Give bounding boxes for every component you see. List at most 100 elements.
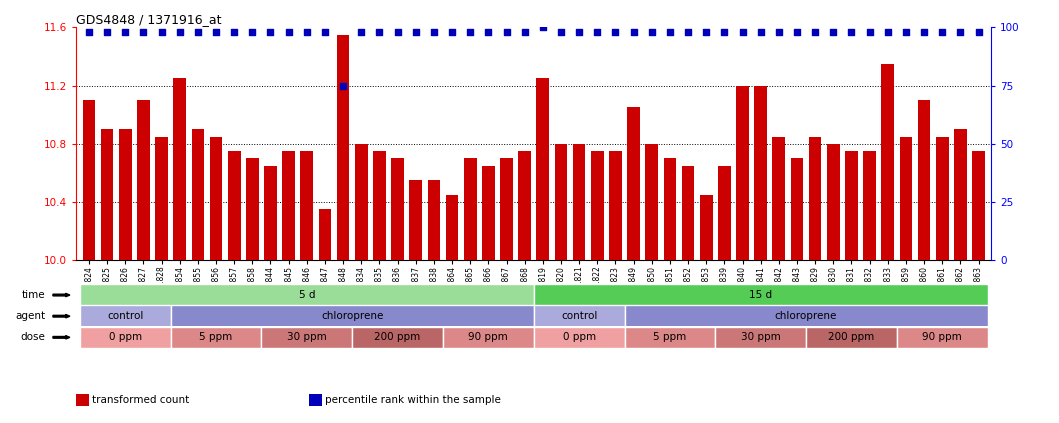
Text: control: control — [561, 311, 597, 321]
Bar — [79, 327, 170, 348]
Bar — [573, 144, 586, 260]
Bar — [170, 327, 262, 348]
Bar — [645, 144, 658, 260]
Bar — [119, 129, 131, 260]
Bar — [718, 166, 731, 260]
Bar — [246, 158, 258, 260]
Point — [680, 29, 697, 36]
Bar — [137, 100, 149, 260]
Text: 90 ppm: 90 ppm — [922, 332, 962, 342]
Bar — [262, 327, 353, 348]
Point — [643, 29, 660, 36]
Text: GDS4848 / 1371916_at: GDS4848 / 1371916_at — [76, 14, 221, 26]
Point — [172, 29, 189, 36]
Bar — [881, 64, 894, 260]
Bar — [754, 86, 767, 260]
Point — [934, 29, 951, 36]
Point — [789, 29, 806, 36]
Point — [80, 29, 97, 36]
Point — [116, 29, 133, 36]
Bar — [101, 129, 113, 260]
Bar — [170, 305, 534, 327]
Bar — [534, 284, 988, 306]
Point — [498, 29, 515, 36]
Bar — [319, 209, 331, 260]
Bar — [83, 100, 95, 260]
Bar — [806, 327, 897, 348]
Bar — [700, 195, 713, 260]
Point — [134, 29, 151, 36]
Point — [190, 29, 207, 36]
Text: agent: agent — [16, 311, 46, 321]
Bar — [609, 151, 622, 260]
Bar — [772, 137, 785, 260]
Bar — [79, 305, 170, 327]
Bar — [972, 151, 985, 260]
Text: chloroprene: chloroprene — [321, 311, 383, 321]
Bar — [174, 78, 186, 260]
Point — [843, 29, 860, 36]
Text: 30 ppm: 30 ppm — [741, 332, 780, 342]
Text: 200 ppm: 200 ppm — [828, 332, 875, 342]
Point — [98, 29, 115, 36]
Bar — [534, 327, 625, 348]
Point — [607, 29, 624, 36]
Bar — [156, 137, 168, 260]
Bar — [555, 144, 568, 260]
Point — [262, 29, 279, 36]
Bar — [353, 327, 443, 348]
Text: 0 ppm: 0 ppm — [562, 332, 595, 342]
Point — [480, 29, 497, 36]
Point — [897, 29, 914, 36]
Bar — [301, 151, 313, 260]
Bar — [664, 158, 677, 260]
Point — [861, 29, 878, 36]
Point — [916, 29, 933, 36]
Bar — [537, 78, 550, 260]
Bar — [373, 151, 385, 260]
Point — [244, 29, 261, 36]
Bar — [391, 158, 403, 260]
Point — [226, 29, 243, 36]
Point — [716, 29, 733, 36]
Point — [698, 29, 715, 36]
Bar — [682, 166, 695, 260]
Bar — [954, 129, 967, 260]
Bar — [918, 100, 931, 260]
Bar — [899, 137, 912, 260]
Point — [299, 29, 316, 36]
Point — [589, 29, 606, 36]
Point — [770, 29, 787, 36]
Point — [970, 29, 987, 36]
Bar — [428, 180, 441, 260]
Bar — [264, 166, 276, 260]
Text: 30 ppm: 30 ppm — [287, 332, 326, 342]
Point — [444, 29, 461, 36]
Point — [317, 29, 334, 36]
Bar — [827, 144, 840, 260]
Bar — [936, 137, 949, 260]
Text: 15 d: 15 d — [749, 290, 772, 300]
Bar — [625, 305, 988, 327]
Bar — [518, 151, 531, 260]
Point — [625, 29, 642, 36]
Point — [825, 29, 842, 36]
Point — [553, 29, 570, 36]
Point — [662, 29, 679, 36]
Point — [752, 29, 769, 36]
Point — [371, 29, 388, 36]
Text: 0 ppm: 0 ppm — [109, 332, 142, 342]
Point — [408, 29, 425, 36]
Bar — [863, 151, 876, 260]
Point — [335, 82, 352, 89]
Bar — [897, 327, 988, 348]
Text: 5 d: 5 d — [299, 290, 316, 300]
Bar — [443, 327, 534, 348]
Point — [426, 29, 443, 36]
Text: 200 ppm: 200 ppm — [375, 332, 420, 342]
Bar — [482, 166, 495, 260]
Bar — [283, 151, 295, 260]
Bar — [534, 305, 625, 327]
Bar — [355, 144, 367, 260]
Bar — [715, 327, 806, 348]
